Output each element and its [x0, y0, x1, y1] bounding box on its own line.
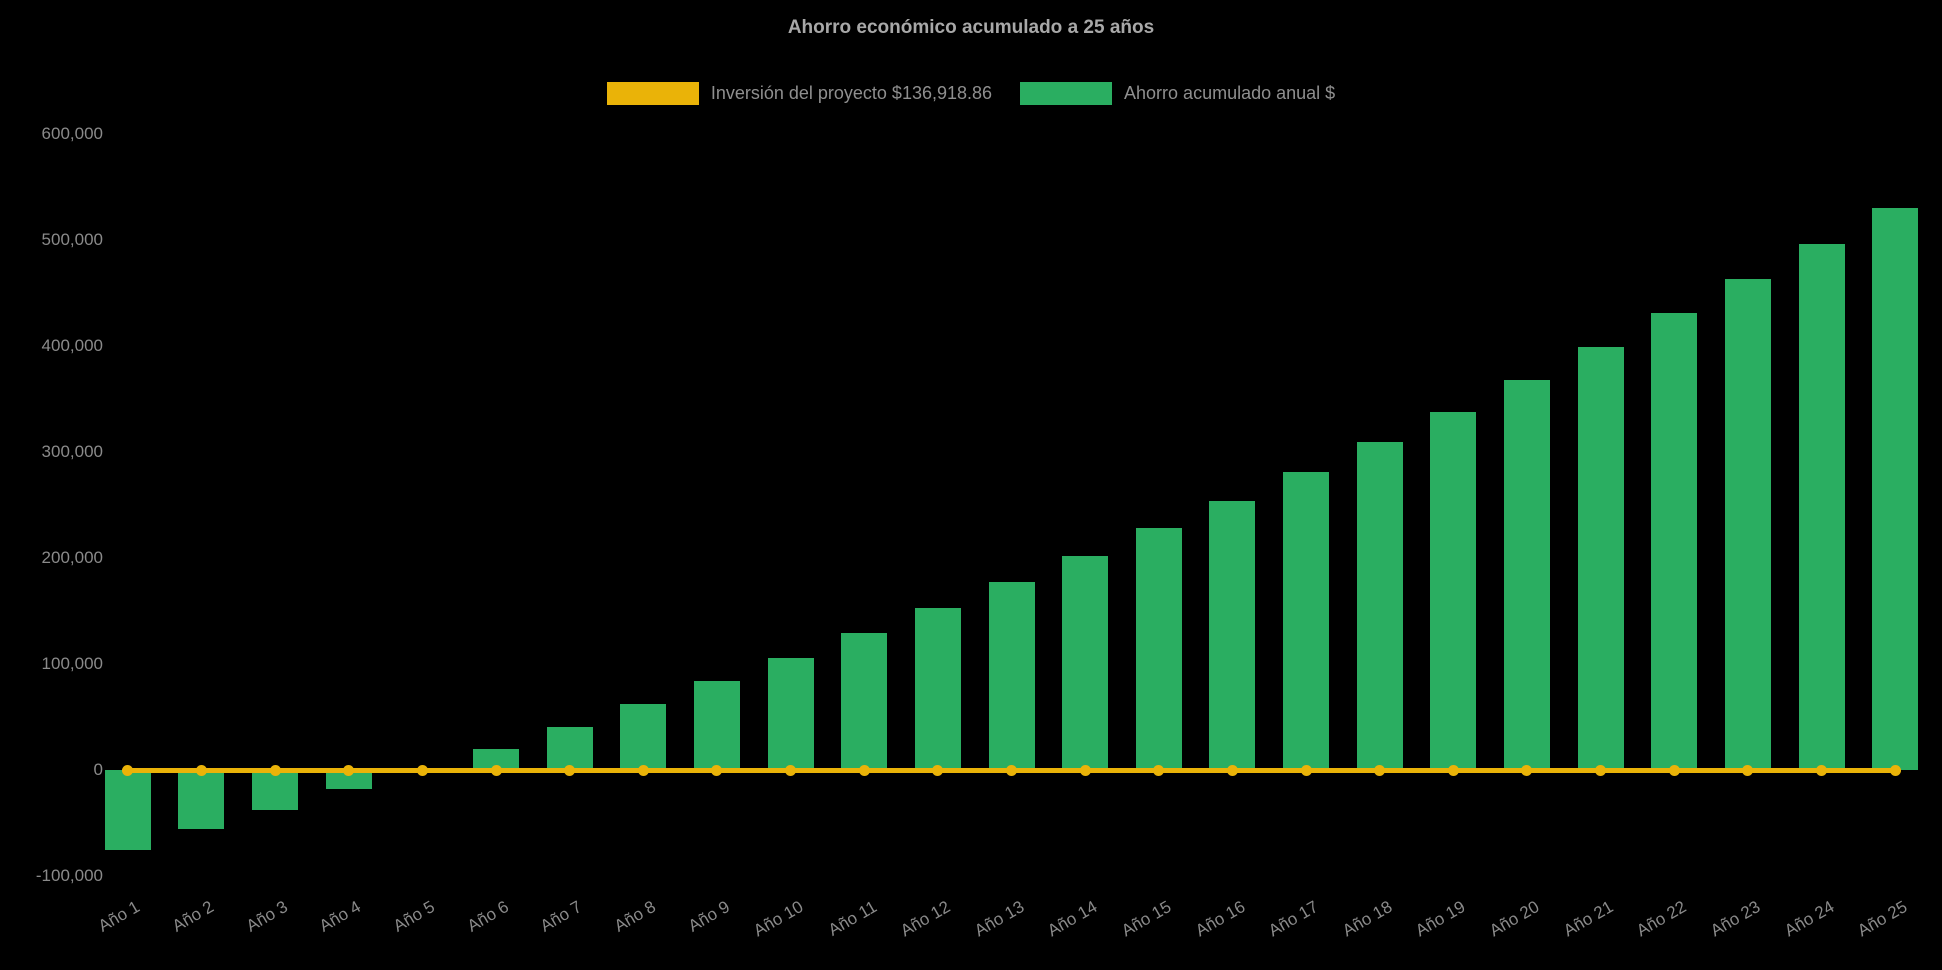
savings-bar: [1872, 208, 1919, 770]
y-axis-tick-label: 100,000: [41, 654, 103, 673]
savings-bar: [178, 770, 225, 830]
x-axis-tick-label: Año 11: [824, 897, 880, 940]
x-axis-tick-label: Año 5: [389, 897, 438, 936]
x-axis-tick-label: Año 3: [242, 897, 291, 936]
savings-bar: [1724, 279, 1771, 770]
x-axis-tick-label: Año 4: [316, 897, 365, 936]
investment-point: [711, 764, 723, 776]
y-axis-tick-label: -100,000: [35, 866, 103, 885]
x-axis-tick-label: Año 9: [684, 897, 733, 936]
x-axis-tick-label: Año 10: [749, 897, 807, 941]
y-axis-tick-label: 600,000: [41, 124, 103, 143]
x-axis-tick-label: Año 7: [537, 897, 586, 936]
investment-point: [1300, 764, 1312, 776]
x-axis-tick-label: Año 2: [168, 897, 217, 936]
investment-point: [1374, 764, 1386, 776]
investment-point: [1079, 764, 1091, 776]
investment-point: [416, 764, 428, 776]
savings-bar: [1062, 555, 1109, 770]
investment-point: [1006, 764, 1017, 776]
x-axis-tick-label: Año 20: [1486, 897, 1543, 941]
savings-bar: [1209, 500, 1256, 770]
legend-item-savings[interactable]: Ahorro acumulado anual $: [1020, 82, 1335, 105]
savings-bar: [1283, 472, 1330, 770]
x-axis-tick-label: Año 17: [1265, 897, 1322, 941]
investment-point: [785, 764, 797, 776]
investment-point: [1153, 764, 1165, 776]
x-axis-tick-label: Año 25: [1854, 897, 1911, 941]
x-axis-tick-label: Año 19: [1412, 897, 1469, 941]
investment-point: [637, 764, 649, 776]
savings-bar: [1356, 442, 1403, 770]
investment-point: [564, 764, 576, 776]
investment-point: [195, 764, 207, 776]
investment-point: [1816, 764, 1828, 776]
y-axis-tick-label: 500,000: [41, 230, 103, 249]
y-axis-tick-label: 300,000: [41, 442, 103, 461]
x-axis-tick-label: Año 23: [1707, 897, 1764, 941]
investment-point: [858, 764, 870, 776]
investment-point: [269, 764, 281, 776]
savings-bar: [988, 582, 1035, 770]
investment-point: [122, 764, 134, 776]
investment-point: [1521, 764, 1533, 776]
savings-bar: [325, 770, 372, 790]
investment-point: [1447, 764, 1459, 776]
savings-bar: [767, 657, 814, 770]
investment-point: [1226, 764, 1238, 776]
x-axis-tick-label: Año 12: [897, 897, 954, 941]
investment-point: [343, 764, 355, 776]
savings-bar: [914, 607, 961, 770]
x-axis-tick-label: Año 16: [1191, 897, 1248, 941]
savings-bar: [252, 770, 299, 811]
legend-swatch-savings: [1020, 82, 1113, 105]
savings-bar: [1430, 411, 1477, 770]
y-axis-tick-label: 200,000: [41, 548, 103, 567]
x-axis-tick-label: Año 1: [95, 897, 144, 936]
savings-bar: [1135, 528, 1182, 770]
savings-bar: [1651, 313, 1698, 770]
x-axis-tick-label: Año 21: [1559, 897, 1617, 941]
legend-label-savings: Ahorro acumulado anual $: [1124, 83, 1336, 103]
legend-swatch-investment: [606, 82, 699, 105]
savings-bar: [1798, 244, 1845, 770]
savings-bar: [546, 726, 593, 770]
x-axis-tick-label: Año 6: [463, 897, 512, 936]
savings-bar: [1577, 347, 1624, 770]
investment-point: [932, 764, 944, 776]
x-axis-tick-label: Año 22: [1633, 897, 1690, 941]
legend-item-investment[interactable]: Inversión del proyecto $136,918.86: [606, 82, 993, 105]
savings-bar: [104, 770, 151, 850]
savings-bar: [693, 680, 740, 770]
y-axis-tick-label: 0: [93, 760, 103, 779]
investment-point: [1595, 764, 1607, 776]
x-axis-tick-label: Año 13: [970, 897, 1027, 941]
x-axis-tick-label: Año 24: [1780, 897, 1838, 941]
investment-point: [1889, 764, 1901, 776]
legend-label-investment: Inversión del proyecto $136,918.86: [710, 83, 993, 103]
investment-point: [1742, 764, 1754, 776]
savings-bar: [841, 633, 888, 770]
x-axis-tick-label: Año 8: [610, 897, 659, 936]
savings-bar: [620, 704, 667, 770]
investment-point: [490, 764, 502, 776]
x-axis-tick-label: Año 18: [1339, 897, 1396, 941]
savings-bar: [473, 748, 520, 770]
savings-bar: [1503, 379, 1550, 770]
chart-legend: Inversión del proyecto $136,918.86 Ahorr…: [0, 82, 1942, 105]
x-axis-tick-label: Año 14: [1044, 897, 1101, 941]
investment-point: [1668, 764, 1680, 776]
chart-title: Ahorro económico acumulado a 25 años: [787, 17, 1155, 38]
x-axis-tick-label: Año 15: [1118, 897, 1175, 941]
y-axis-tick-label: 400,000: [41, 336, 103, 355]
